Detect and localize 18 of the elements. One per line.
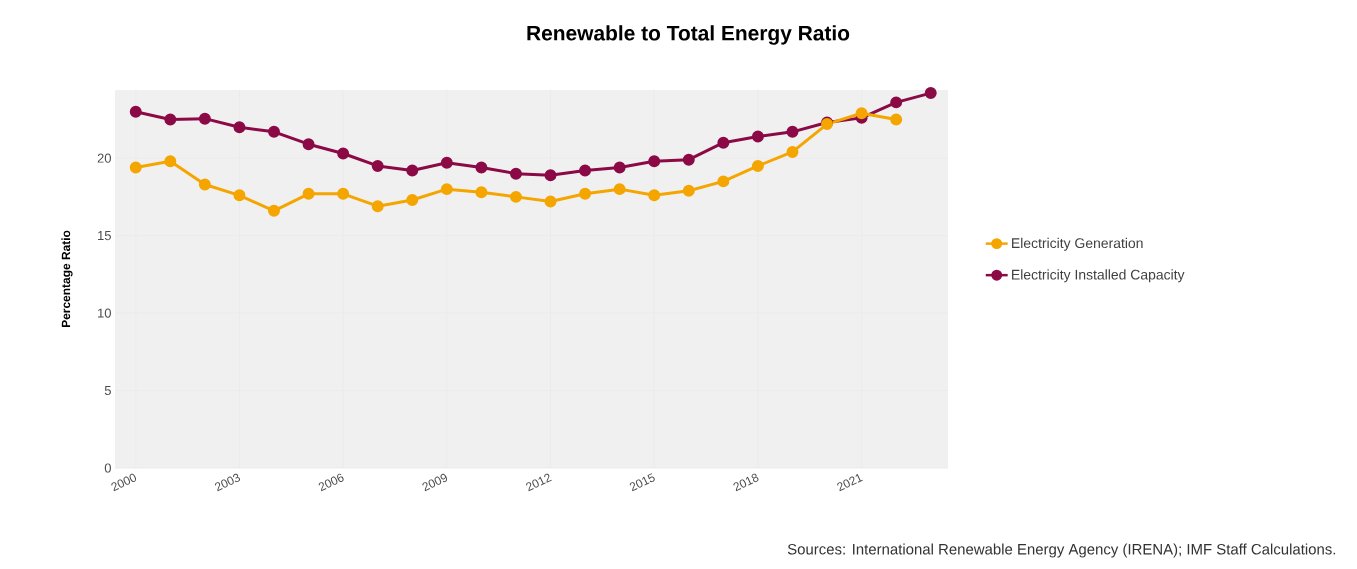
legend-label: Electricity Generation: [1012, 237, 1143, 251]
x-tick-label: 2000: [111, 473, 137, 492]
y-tick-label: 20: [97, 153, 111, 163]
x-tick-label: 2009: [422, 473, 448, 492]
chart-title: Renewable to Total Energy Ratio: [527, 25, 850, 45]
legend-label: Electricity Installed Capacity: [1012, 269, 1185, 283]
y-tick-label: 0: [104, 463, 111, 473]
x-tick-label: 2012: [526, 473, 552, 492]
x-tick-label: 2006: [318, 473, 344, 492]
source-note: Sources: International Renewable Energy Agency (IRENA); IMF Staff Calculations.: [787, 543, 1336, 558]
x-tick-label: 2003: [214, 473, 241, 492]
x-tick-label: 2015: [629, 473, 655, 492]
x-tick-label: 2018: [733, 473, 759, 492]
y-axis-title: Percentage Ratio: [61, 230, 73, 328]
x-tick-label: 2021: [837, 473, 863, 492]
y-tick-label: 10: [98, 308, 111, 318]
y-tick-label: 5: [104, 386, 111, 396]
y-tick-label: 15: [98, 231, 111, 241]
